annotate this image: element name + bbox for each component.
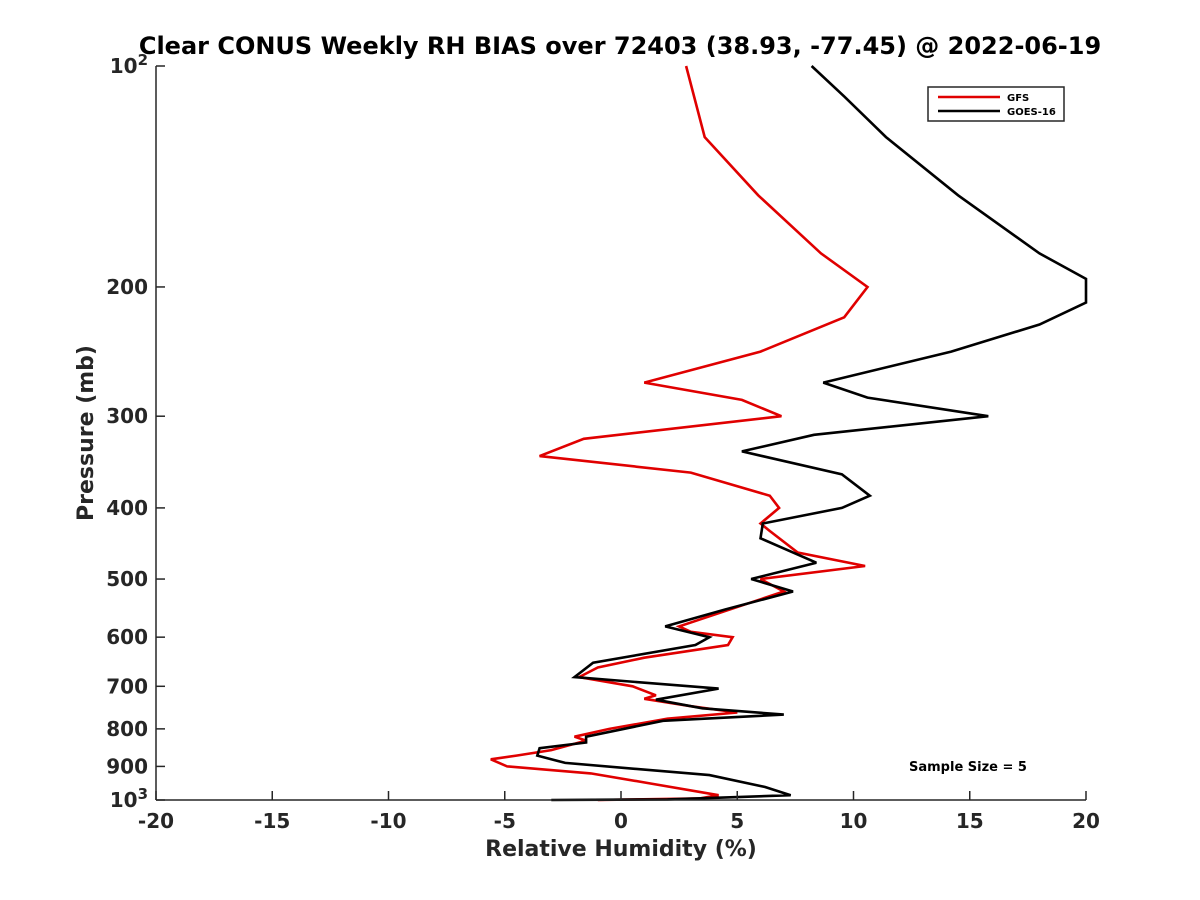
y-tick-label: 200	[106, 275, 148, 299]
legend-label-gfs: GFS	[1007, 93, 1029, 104]
x-tick-label: -10	[370, 809, 406, 833]
x-axis-label: Relative Humidity (%)	[485, 837, 757, 862]
y-tick-exponent: 3	[138, 785, 148, 803]
x-tick-label: 15	[956, 809, 984, 833]
legend: GFS GOES-16	[927, 86, 1065, 122]
series-layer	[490, 65, 1088, 802]
x-tick-label: 10	[840, 809, 868, 833]
x-tick-label: -5	[494, 809, 516, 833]
y-tick-label: 400	[106, 496, 148, 520]
y-tick-label: 900	[106, 754, 148, 778]
y-tick-label: 300	[106, 404, 148, 428]
y-tick-label: 600	[106, 625, 148, 649]
y-tick-base: 10	[110, 54, 138, 78]
x-tick-label: -15	[254, 809, 290, 833]
y-tick-label: 102	[110, 51, 148, 78]
sample-size-annotation: Sample Size = 5	[909, 760, 1027, 775]
x-tick-label: 20	[1072, 809, 1100, 833]
legend-box	[927, 86, 1065, 122]
x-tick-label: -20	[138, 809, 174, 833]
y-axis-label: Pressure (mb)	[74, 345, 99, 521]
plot-area: -20 -15 -10 -5 0 5 10 15 20 10220030040050060070…	[106, 51, 1100, 833]
y-tick-label: 800	[106, 717, 148, 741]
y-tick-label: 500	[106, 567, 148, 591]
series-line-goes16	[535, 65, 1088, 802]
series-line-gfs	[490, 65, 870, 802]
x-axis-ticks: -20 -15 -10 -5 0 5 10 15 20	[138, 791, 1100, 833]
y-tick-label: 103	[110, 785, 148, 812]
y-tick-base: 10	[110, 788, 138, 812]
plot-background	[156, 66, 1086, 800]
y-tick-label: 700	[106, 674, 148, 698]
chart-title: Clear CONUS Weekly RH BIAS over 72403 (3…	[139, 32, 1101, 60]
legend-label-goes16: GOES-16	[1007, 107, 1056, 118]
x-tick-label: 0	[614, 809, 628, 833]
x-tick-label: 5	[730, 809, 744, 833]
y-tick-exponent: 2	[138, 51, 148, 69]
